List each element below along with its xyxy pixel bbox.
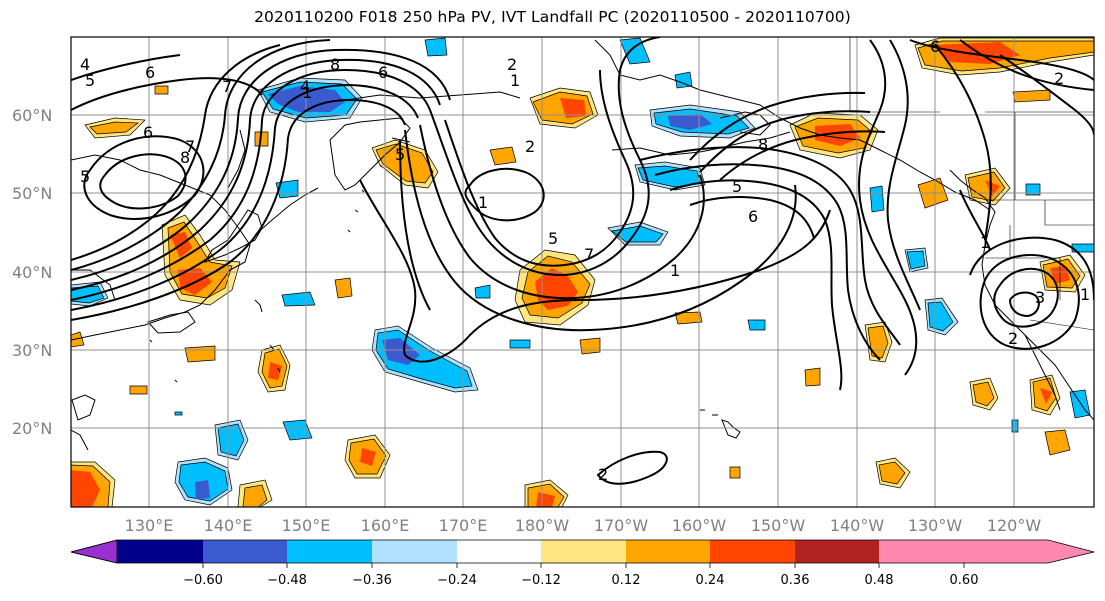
colorbar-segment [117,540,203,563]
lon-label: 160°E [361,516,410,535]
colorbar-tick-label: 0.60 [950,573,979,588]
pv-label: 1 [302,83,312,102]
pv-label: 6 [143,123,153,142]
pv-label: 1 [510,71,520,90]
lat-label-60n: 60°N [12,106,52,125]
pv-label: 6 [378,63,388,82]
pv-label: 5 [85,71,95,90]
colorbar-ticks [202,563,965,568]
longitude-axis: 130°E 140°E 150°E 160°E 170°E 180°W 170°… [125,516,1042,535]
positive-anomaly-blob-california [1039,254,1086,293]
pv-label: 4 [300,77,310,96]
pv-label: 3 [1035,288,1045,307]
colorbar-segment [879,540,964,563]
lon-label: 130°E [125,516,174,535]
colorbar-tick-label: −0.60 [183,573,223,588]
colorbar-segment [287,540,372,563]
colorbar-segment [795,540,879,563]
colorbar-segment [372,540,457,563]
pv-label: 7 [222,77,232,96]
lon-label: 130°W [908,516,963,535]
lon-label: 150°W [751,516,806,535]
colorbar-segment [710,540,795,563]
positive-anomaly-blob-bering [529,87,599,129]
colorbar-tick-label: 0.24 [696,573,725,588]
pv-label: 8 [180,148,190,167]
pv-label: 4 [80,55,90,74]
pv-label: 2 [1008,329,1018,348]
pv-label: 7 [185,137,195,156]
ivt-negative-anomalies [71,37,1094,506]
colorbar-tick-label: −0.36 [352,573,392,588]
pv-label: 8 [330,55,340,74]
pv-label: 1 [478,193,488,212]
colorbar-tick-label: 0.48 [865,573,894,588]
colorbar-segment [626,540,710,563]
latitude-axis: 60°N 50°N 40°N 30°N 20°N [12,106,52,438]
positive-anomaly-blob-gulf-alaska [789,112,879,159]
map-title: 2020110200 F018 250 hPa PV, IVT Landfall… [254,8,851,26]
lon-label: 150°E [282,516,331,535]
colorbar-tick-label: −0.48 [267,573,307,588]
pv-label: 6 [930,37,940,56]
lon-label: 140°W [830,516,885,535]
colorbar-segment [203,540,287,563]
colorbar-outline [70,539,1095,564]
colorbar-tick-label: 0.12 [612,573,641,588]
colorbar-tick-labels: −0.60 −0.48 −0.36 −0.24 −0.12 0.12 0.24 … [183,573,978,588]
pv-label: 1 [670,261,680,280]
pv-label: 2 [1054,69,1064,88]
colorbar-segment [457,540,541,563]
lon-label: 170°E [439,516,488,535]
colorbar-tick-label: −0.24 [437,573,477,588]
pv-label: 1 [980,233,990,252]
graticule [71,37,1094,507]
pv-contours [71,37,1094,485]
pv-label: 2 [598,465,608,484]
negative-anomaly-small-blobs [71,37,1094,506]
lon-label: 120°W [987,516,1042,535]
pv-label: 5 [80,167,90,186]
pv-label: 5 [732,177,742,196]
pv-label: 5 [395,145,405,164]
pv-label: 6 [748,207,758,226]
ivt-positive-anomalies [71,37,1094,507]
lon-label: 160°W [672,516,727,535]
pv-label: 8 [758,135,768,154]
colorbar-extend-max [964,540,1094,563]
colorbar-segment [541,540,626,563]
colorbar-tick-label: 0.36 [781,573,810,588]
pv-label: 5 [548,229,558,248]
lat-label-40n: 40°N [12,263,52,282]
lat-label-20n: 20°N [12,419,52,438]
positive-anomaly-small-blobs [71,85,1071,507]
colorbar-extend-min [70,539,118,564]
colorbar-tick-label: −0.12 [521,573,561,588]
negative-anomaly-blob-central [371,325,479,393]
lat-label-50n: 50°N [12,184,52,203]
pv-label: 6 [145,63,155,82]
colorbar: −0.60 −0.48 −0.36 −0.24 −0.12 0.12 0.24 … [70,539,1095,588]
pv-label: 7 [584,245,594,264]
pv-label: 2 [525,137,535,156]
lon-label: 180°W [515,516,570,535]
lon-label: 170°W [594,516,649,535]
lon-label: 140°E [204,516,253,535]
pv-label: 2 [507,55,517,74]
lat-label-30n: 30°N [12,341,52,360]
pv-contour-labels: 4 5 6 7 8 2 1 5 6 8 7 1 2 4 5 6 7 8 5 1 … [80,37,1090,484]
pv-label: 1 [1080,285,1090,304]
map-frame [70,36,1095,508]
positive-anomaly-blob-top-right [914,37,1094,76]
